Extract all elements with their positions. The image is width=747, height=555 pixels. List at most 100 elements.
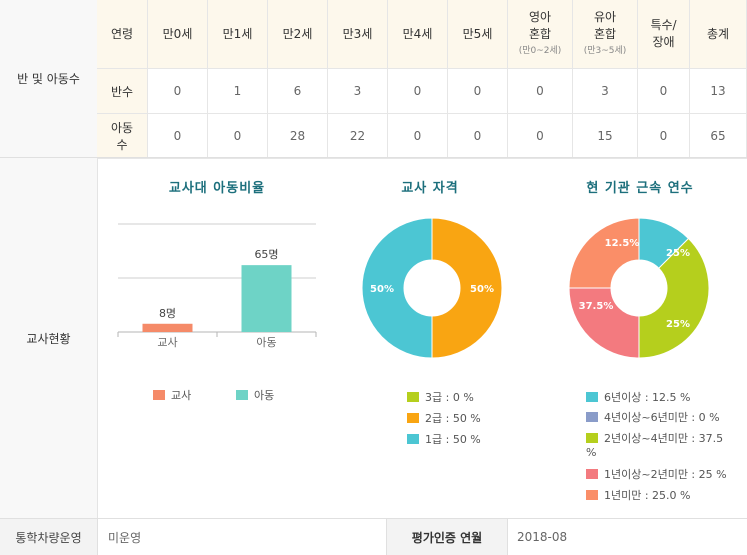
header-toddler-mixed: 유아 혼합 (만3~5세) [572, 0, 638, 69]
legend-swatch [236, 390, 248, 400]
donut-slice [638, 237, 710, 359]
divider [0, 157, 747, 158]
legend-swatch [407, 392, 419, 402]
legend-label: 1년이상~2년미만 : 25 % [604, 468, 727, 481]
section-label-class-children: 반 및 아동수 [0, 0, 98, 157]
eval-value: 2018-08 [517, 530, 568, 544]
slice-label-grade2: 50% [370, 284, 394, 295]
donut-slice [361, 217, 433, 359]
table-cell: 65 [689, 113, 747, 159]
table-cell: 0 [387, 68, 448, 114]
table-cell: 0 [507, 68, 573, 114]
legend-item-grade2: 2급 : 50 % [407, 410, 481, 426]
chart-title-tenure: 현 기관 근속 연수 [586, 181, 694, 196]
slice-label-one-two: 25% [666, 319, 690, 330]
table-row-classes: 반수 0 1 6 3 0 0 0 3 0 13 [97, 68, 747, 114]
legend-swatch [586, 433, 598, 443]
table-cell: 15 [572, 113, 638, 159]
slice-label-six-plus: 12.5% [605, 238, 640, 249]
table-cell: 0 [147, 68, 208, 114]
table-cell: 6 [267, 68, 328, 114]
legend-item-two-four-cont: % [586, 446, 596, 459]
eval-label-cell: 평가인증 연월 [386, 519, 508, 555]
legend-swatch [586, 469, 598, 479]
table-cell: 22 [327, 113, 388, 159]
header-infant-mixed-sub: (만0~2세) [518, 45, 562, 56]
legend-swatch [586, 490, 598, 500]
bar-data-label: 65명 [254, 248, 278, 261]
donut-slice [568, 217, 640, 289]
table-cell: 0 [637, 113, 690, 159]
header-toddler-mixed-line1: 유아 [593, 9, 617, 24]
legend-swatch [586, 392, 598, 402]
legend-item-six-plus: 6년이상 : 12.5 % [586, 389, 691, 405]
section-label-teachers: 교사현황 [0, 158, 98, 519]
legend-label: 3급 : 0 % [425, 391, 474, 404]
divider [0, 518, 747, 519]
header-special-line1: 특수/ [650, 18, 677, 32]
table-cell: 0 [637, 68, 690, 114]
bar-teacher [142, 323, 193, 332]
slice-label-two-four: 37.5% [579, 301, 614, 312]
header-infant-mixed: 영아 혼합 (만0~2세) [507, 0, 573, 69]
bar-child [241, 265, 292, 332]
legend-swatch [586, 412, 598, 422]
eval-label: 평가인증 연월 [411, 530, 483, 545]
table-cell: 3 [572, 68, 638, 114]
donut-slice [431, 217, 503, 359]
header-age-3: 만3세 [327, 0, 388, 69]
eval-value-cell: 2018-08 [507, 519, 747, 555]
header-age-0: 만0세 [147, 0, 208, 69]
table-cell: 0 [507, 113, 573, 159]
legend-item-teacher: 교사 [153, 387, 191, 403]
table-cell: 1 [207, 68, 268, 114]
chart-title-qualification: 교사 자격 [401, 181, 459, 196]
header-age: 연령 [97, 0, 148, 69]
table-row-children: 아동 수 0 0 28 22 0 0 0 15 0 65 [97, 113, 747, 159]
table-cell: 0 [447, 68, 508, 114]
bus-value-cell: 미운영 [98, 519, 395, 555]
header-special-line2: 장애 [652, 35, 675, 49]
x-tick-label: 아동 [256, 336, 276, 349]
header-special: 특수/ 장애 [637, 0, 690, 69]
row-label-classes: 반수 [97, 68, 148, 114]
donut-slice [638, 217, 690, 269]
legend-item-under-one: 1년미만 : 25.0 % [586, 487, 691, 503]
legend-item-child: 아동 [236, 387, 274, 403]
legend-label: 1급 : 50 % [425, 433, 481, 446]
header-toddler-mixed-line2: 혼합 [593, 26, 617, 41]
legend-label: 아동 [254, 389, 275, 402]
legend-item-one-two: 1년이상~2년미만 : 25 % [586, 466, 727, 482]
header-age-5: 만5세 [447, 0, 508, 69]
table-cell: 0 [207, 113, 268, 159]
table-cell: 3 [327, 68, 388, 114]
table-cell: 28 [267, 113, 328, 159]
legend-label: 2년이상~4년미만 : 37.5 [604, 432, 724, 445]
row-label-children: 아동 수 [97, 113, 148, 159]
header-toddler-mixed-sub: (만3~5세) [583, 45, 627, 56]
legend-label-continuation: % [586, 446, 597, 459]
legend-label: 1년미만 : 25.0 % [604, 489, 691, 502]
section-label-text: 반 및 아동수 [17, 72, 80, 86]
header-infant-mixed-line1: 영아 [528, 9, 552, 24]
bus-value: 미운영 [108, 530, 142, 545]
section-label-text: 교사현황 [26, 332, 71, 346]
row-label-children-line2: 수 [116, 138, 128, 152]
legend-item-grade1: 1급 : 50 % [407, 431, 481, 447]
class-children-table: 연령 만0세 만1세 만2세 만3세 만4세 만5세 영아 혼합 (만0~2세)… [97, 0, 747, 159]
table-cell: 0 [387, 113, 448, 159]
slice-label-grade1: 50% [470, 284, 494, 295]
legend-swatch [153, 390, 165, 400]
row-label-children-line1: 아동 [110, 121, 134, 135]
header-age-2: 만2세 [267, 0, 328, 69]
legend-swatch [407, 434, 419, 444]
donut-slice [568, 287, 640, 359]
legend-item-two-four: 2년이상~4년미만 : 37.5 [586, 430, 723, 446]
table-cell: 0 [447, 113, 508, 159]
legend-label: 4년이상~6년미만 : 0 % [604, 411, 720, 424]
legend-label: 교사 [171, 389, 192, 402]
header-age-4: 만4세 [387, 0, 448, 69]
bar-data-label: 8명 [159, 307, 176, 320]
legend-item-four-six: 4년이상~6년미만 : 0 % [586, 409, 720, 425]
